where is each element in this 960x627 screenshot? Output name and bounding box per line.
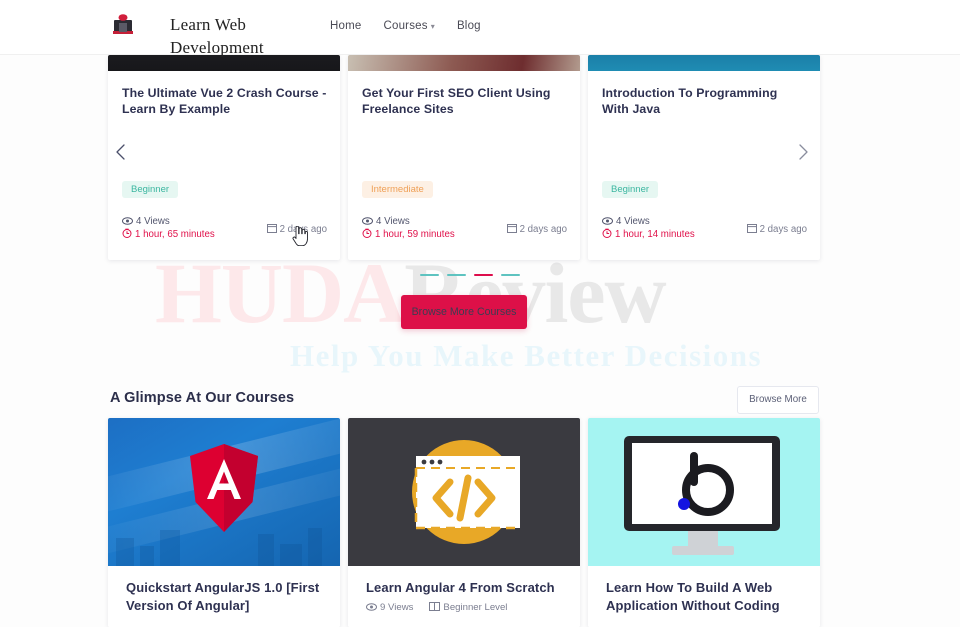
card-date: 2 days ago	[506, 223, 567, 236]
card-level-badge: Beginner	[122, 181, 179, 198]
card-duration: 1 hour, 59 minutes	[362, 228, 455, 241]
chevron-right-icon[interactable]	[796, 143, 818, 165]
eye-icon	[122, 217, 133, 228]
card-duration-label: 1 hour, 65 minutes	[135, 229, 215, 240]
nav-item-blog[interactable]: Blog	[457, 20, 481, 32]
browse-more-button[interactable]: Browse More	[737, 386, 819, 414]
bubble-monitor-art	[588, 418, 820, 566]
course-card-title[interactable]: Learn How To Build A Web Application Wit…	[606, 580, 780, 614]
browse-more-courses-button[interactable]: Browse More Courses	[401, 295, 527, 329]
main-nav: Home Courses ▾ Blog	[330, 20, 503, 36]
card-thumbnail	[108, 55, 340, 71]
card-meta: 4 Views 1 hour, 14 minutes 2 days ago	[602, 216, 807, 240]
course-card-meta: 9 Views Beginner Level	[366, 602, 566, 616]
card-duration-label: 1 hour, 14 minutes	[615, 229, 695, 240]
carousel-pagination	[420, 272, 532, 280]
card-views: 4 Views	[602, 216, 650, 228]
card-date-label: 2 days ago	[759, 224, 807, 235]
card-meta: 4 Views 1 hour, 59 minutes 2 days ago	[362, 216, 567, 240]
course-card[interactable]: Learn How To Build A Web Application Wit…	[588, 418, 820, 627]
card-views: 4 Views	[122, 216, 170, 228]
pointer-hand-cursor	[292, 225, 308, 247]
course-views: 9 Views	[366, 602, 413, 614]
chevron-down-icon: ▾	[430, 22, 435, 31]
calendar-icon	[746, 223, 757, 236]
pagination-dot-active[interactable]	[474, 274, 493, 276]
card-title[interactable]: Introduction To Programming With Java	[602, 86, 778, 117]
nav-label-blog: Blog	[456, 20, 481, 32]
nav-item-home[interactable]: Home	[330, 20, 361, 32]
course-card-title[interactable]: Learn Angular 4 From Scratch	[366, 580, 555, 595]
card-title[interactable]: The Ultimate Vue 2 Crash Course - Learn …	[122, 86, 327, 117]
card-date-label: 2 days ago	[519, 224, 567, 235]
carousel-card[interactable]: Get Your First SEO Client Using Freelanc…	[348, 55, 580, 260]
card-views-label: 4 Views	[136, 216, 170, 227]
card-level-badge: Intermediate	[362, 181, 433, 198]
clock-icon	[602, 228, 612, 241]
glimpse-section-header: A Glimpse At Our Courses	[110, 390, 294, 406]
course-thumbnail	[348, 418, 580, 566]
card-level-badge: Beginner	[602, 181, 659, 198]
clock-icon	[122, 228, 132, 241]
card-thumbnail	[348, 55, 580, 71]
nav-label-home: Home	[330, 20, 362, 32]
pagination-dot[interactable]	[501, 274, 520, 276]
course-card-body: Learn Angular 4 From Scratch 9 Views Beg…	[348, 566, 580, 627]
eye-icon	[602, 217, 613, 228]
pagination-dot[interactable]	[420, 274, 439, 276]
course-card-body: Quickstart AngularJS 1.0 [First Version …	[108, 566, 340, 627]
card-title[interactable]: Get Your First SEO Client Using Freelanc…	[362, 86, 551, 117]
carousel-track: The Ultimate Vue 2 Crash Course - Learn …	[108, 55, 828, 267]
card-date: 2 days ago	[746, 223, 807, 236]
site-header: Learn Web Development Home Courses ▾ Blog	[0, 0, 960, 57]
eye-icon	[362, 217, 373, 228]
course-card[interactable]: Learn Angular 4 From Scratch 9 Views Beg…	[348, 418, 580, 627]
glimpse-course-grid: Quickstart AngularJS 1.0 [First Version …	[0, 418, 960, 627]
eye-icon	[366, 603, 377, 614]
course-level-label: Beginner Level	[443, 602, 508, 613]
carousel-card[interactable]: Introduction To Programming With Java Be…	[588, 55, 820, 260]
card-duration: 1 hour, 14 minutes	[602, 228, 695, 241]
calendar-icon	[266, 223, 277, 236]
browse-more-label: Browse More	[749, 394, 807, 405]
graduation-logo-icon[interactable]	[112, 13, 134, 37]
calendar-icon	[506, 223, 517, 236]
card-thumbnail	[588, 55, 820, 71]
brand-title[interactable]: Learn Web Development	[170, 15, 264, 57]
course-thumbnail	[108, 418, 340, 566]
chevron-left-icon[interactable]	[114, 143, 136, 165]
glimpse-title: A Glimpse At Our Courses	[110, 390, 295, 406]
card-duration-label: 1 hour, 59 minutes	[375, 229, 455, 240]
code-window-art	[348, 418, 580, 566]
nav-label-courses: Courses	[383, 20, 428, 32]
course-thumbnail	[588, 418, 820, 566]
carousel-card[interactable]: The Ultimate Vue 2 Crash Course - Learn …	[108, 55, 340, 260]
book-icon	[429, 602, 441, 614]
card-views-label: 4 Views	[616, 216, 650, 227]
course-card[interactable]: Quickstart AngularJS 1.0 [First Version …	[108, 418, 340, 627]
course-card-body: Learn How To Build A Web Application Wit…	[588, 566, 820, 627]
course-carousel: The Ultimate Vue 2 Crash Course - Learn …	[0, 55, 960, 267]
clock-icon	[362, 228, 372, 241]
watermark-tagline: Help You Make Better Decisions	[290, 338, 763, 373]
card-views: 4 Views	[362, 216, 410, 228]
nav-item-courses[interactable]: Courses ▾	[383, 20, 434, 32]
course-level: Beginner Level	[429, 602, 507, 614]
card-views-label: 4 Views	[376, 216, 410, 227]
card-duration: 1 hour, 65 minutes	[122, 228, 215, 241]
course-views-label: 9 Views	[380, 602, 414, 613]
pagination-dot[interactable]	[447, 274, 466, 276]
course-card-title[interactable]: Quickstart AngularJS 1.0 [First Version …	[126, 580, 320, 614]
angular-logo-art	[108, 418, 340, 566]
browse-more-courses-label: Browse More Courses	[411, 306, 517, 318]
